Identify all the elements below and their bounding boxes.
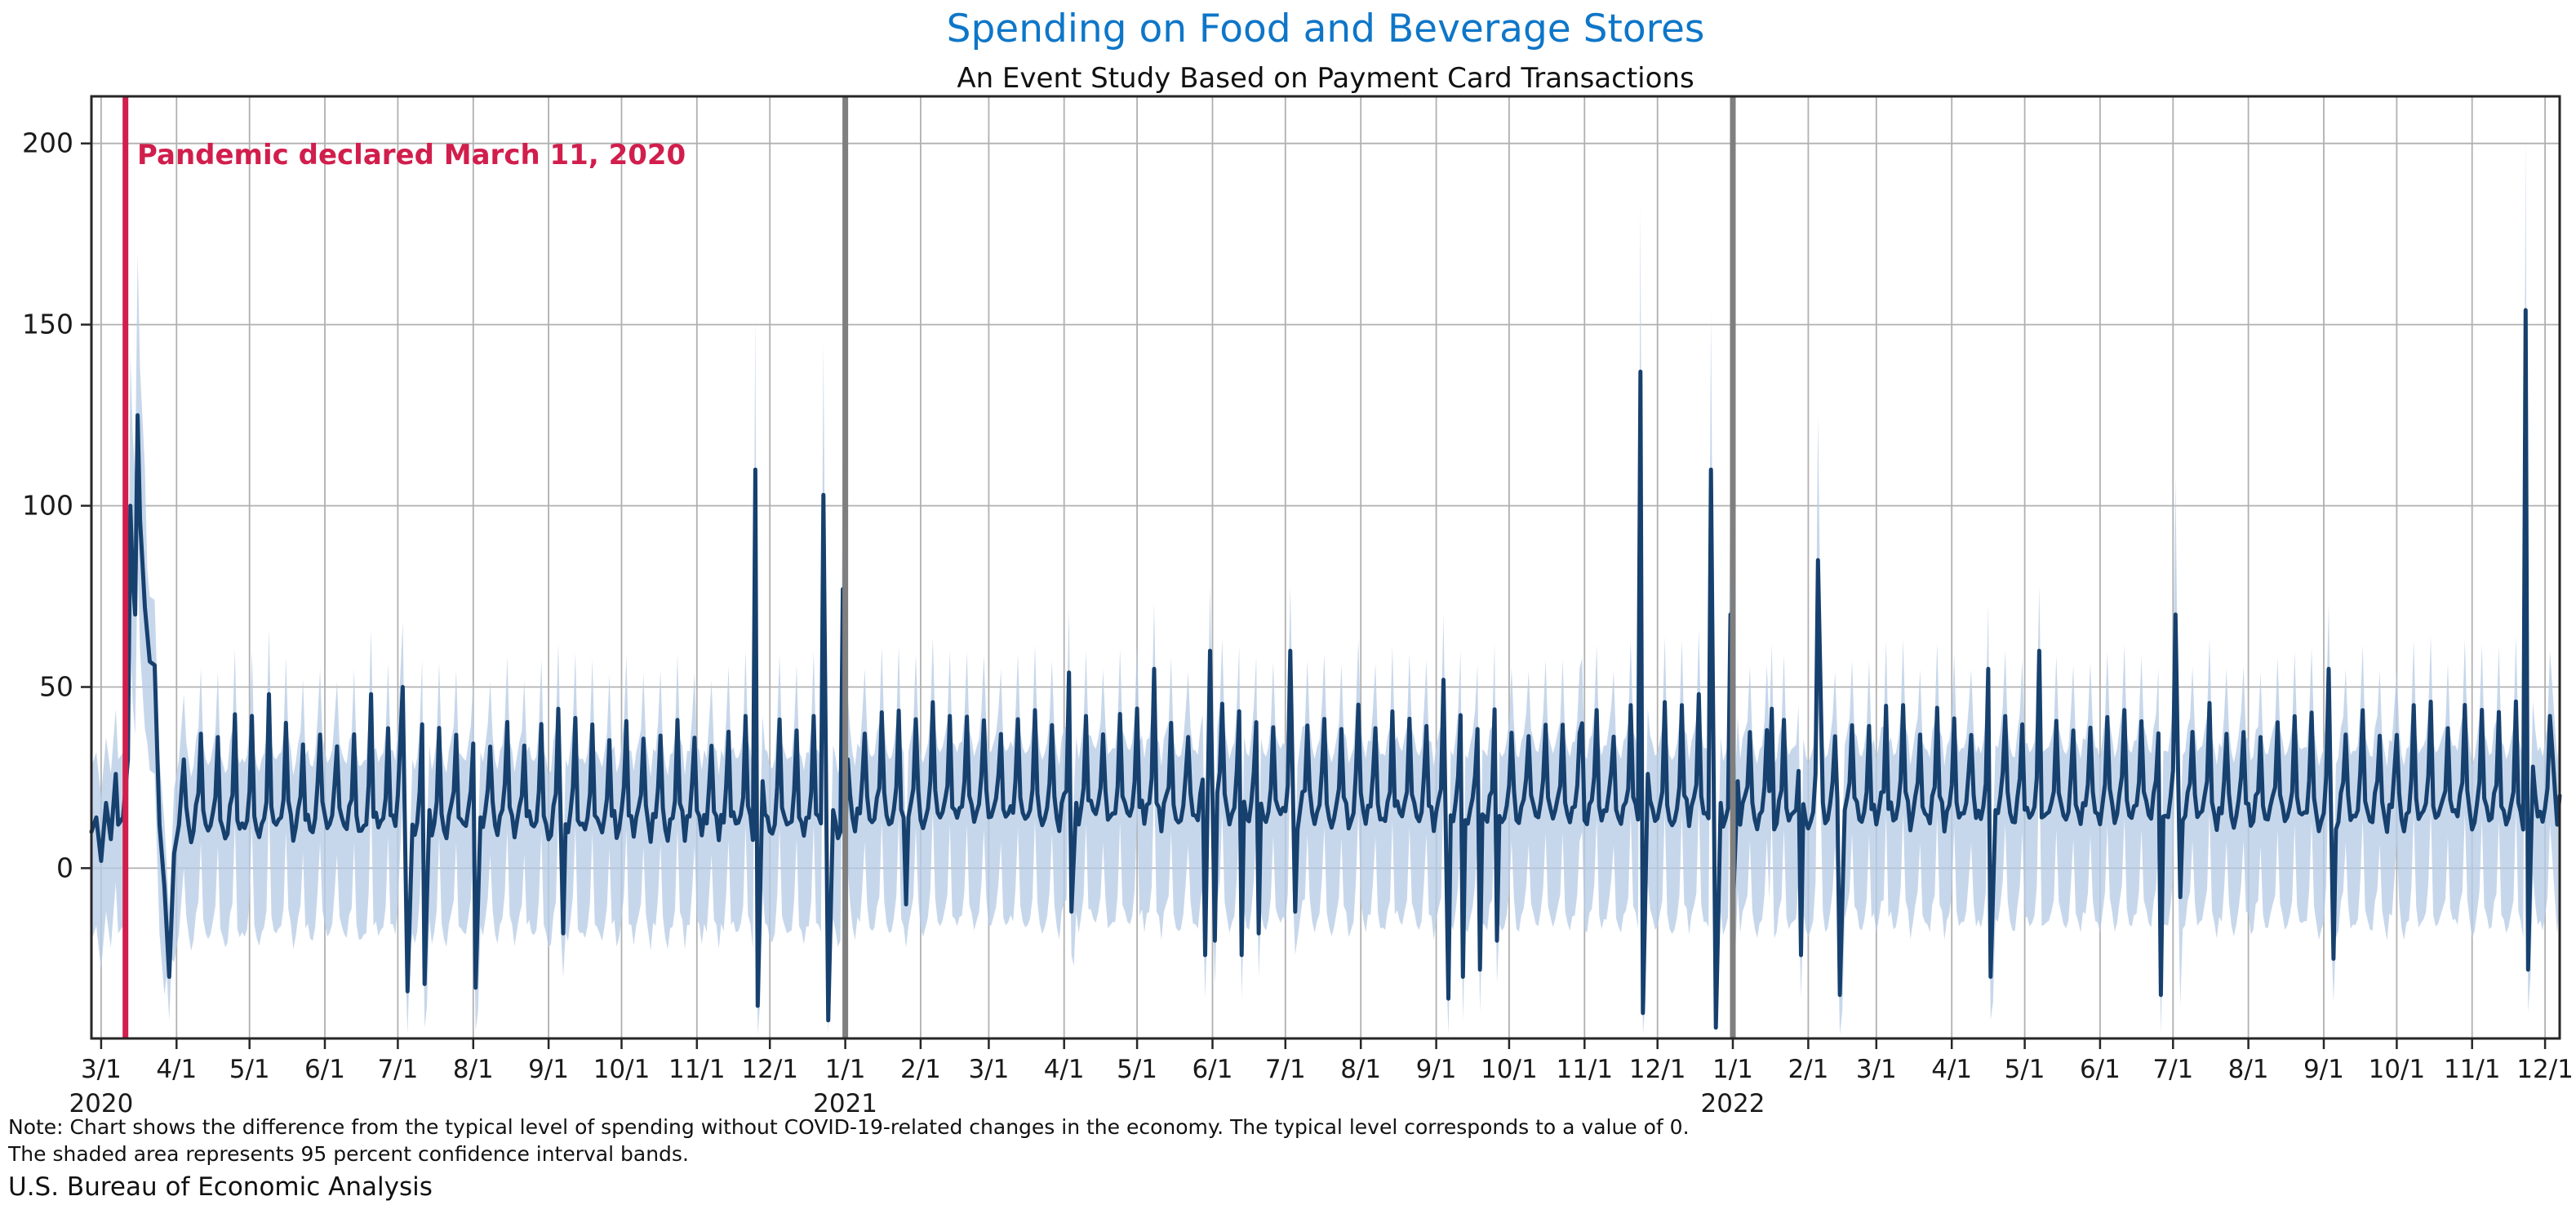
x-tick-label: 4/1 bbox=[1044, 1055, 1085, 1084]
x-tick-label: 7/1 bbox=[2152, 1055, 2193, 1084]
x-tick-label: 8/1 bbox=[453, 1055, 494, 1084]
event-vlines bbox=[122, 96, 1736, 1038]
x-year-label: 2022 bbox=[1701, 1089, 1765, 1118]
x-tick-label: 9/1 bbox=[2303, 1055, 2344, 1084]
x-tick-label: 3/1 bbox=[81, 1055, 122, 1084]
x-year-label: 2020 bbox=[69, 1089, 133, 1118]
x-tick-label: 2/1 bbox=[1788, 1055, 1828, 1084]
x-tick-label: 7/1 bbox=[1265, 1055, 1306, 1084]
footnote-line-1: Note: Chart shows the difference from th… bbox=[8, 1115, 1690, 1139]
x-tick-label: 1/1 bbox=[825, 1055, 866, 1084]
x-tick-label: 6/1 bbox=[1193, 1055, 1233, 1084]
x-tick-label: 9/1 bbox=[528, 1055, 569, 1084]
chart-title: Spending on Food and Beverage Stores bbox=[946, 7, 1705, 51]
x-tick-label: 12/1 bbox=[741, 1055, 798, 1084]
source-attribution: U.S. Bureau of Economic Analysis bbox=[8, 1172, 433, 1202]
x-tick-label: 5/1 bbox=[229, 1055, 270, 1084]
y-tick-label: 50 bbox=[39, 671, 73, 703]
x-tick-label: 1/1 bbox=[1712, 1055, 1753, 1084]
x-tick-label: 10/1 bbox=[593, 1055, 651, 1084]
x-tick-label: 6/1 bbox=[2080, 1055, 2121, 1084]
x-tick-label: 4/1 bbox=[156, 1055, 197, 1084]
x-tick-label: 3/1 bbox=[968, 1055, 1009, 1084]
x-tick-label: 10/1 bbox=[2369, 1055, 2426, 1084]
plot-border bbox=[90, 95, 2561, 1040]
x-tick-label: 9/1 bbox=[1416, 1055, 1457, 1084]
x-tick-label: 10/1 bbox=[1481, 1055, 1538, 1084]
x-tick-label: 11/1 bbox=[1556, 1055, 1613, 1084]
x-tick-label: 6/1 bbox=[304, 1055, 345, 1084]
x-tick-label: 3/1 bbox=[1856, 1055, 1897, 1084]
x-tick-label: 8/1 bbox=[2228, 1055, 2269, 1084]
x-tick-label: 12/1 bbox=[1629, 1055, 1686, 1084]
x-tick-label: 11/1 bbox=[668, 1055, 726, 1084]
footnote-line-2: The shaded area represents 95 percent co… bbox=[8, 1142, 689, 1166]
x-axis: 3/1 2020 4/1 5/1 6/1 7/1 8/1 9/1 10/1 11/1 12/1 1/1… bbox=[69, 1038, 2574, 1118]
x-tick-label: 11/1 bbox=[2444, 1055, 2501, 1084]
x-tick-label: 5/1 bbox=[1117, 1055, 1157, 1084]
y-tick-label: 150 bbox=[22, 309, 73, 340]
spending-line bbox=[89, 308, 2562, 1030]
y-tick-label: 0 bbox=[56, 852, 73, 883]
x-tick-label: 8/1 bbox=[1340, 1055, 1381, 1084]
x-year-label: 2021 bbox=[813, 1089, 877, 1118]
y-axis: 0 50 100 150 200 bbox=[22, 127, 91, 883]
confidence-band bbox=[91, 134, 2560, 1035]
x-tick-label: 12/1 bbox=[2516, 1055, 2574, 1084]
y-tick-label: 200 bbox=[22, 127, 73, 159]
x-tick-label: 5/1 bbox=[2005, 1055, 2045, 1084]
x-tick-label: 4/1 bbox=[1931, 1055, 1972, 1084]
chart-subtitle: An Event Study Based on Payment Card Tra… bbox=[957, 62, 1694, 95]
pandemic-annotation: Pandemic declared March 11, 2020 bbox=[137, 139, 686, 171]
x-tick-label: 2/1 bbox=[900, 1055, 941, 1084]
x-tick-label: 7/1 bbox=[377, 1055, 418, 1084]
y-tick-label: 100 bbox=[22, 490, 73, 522]
